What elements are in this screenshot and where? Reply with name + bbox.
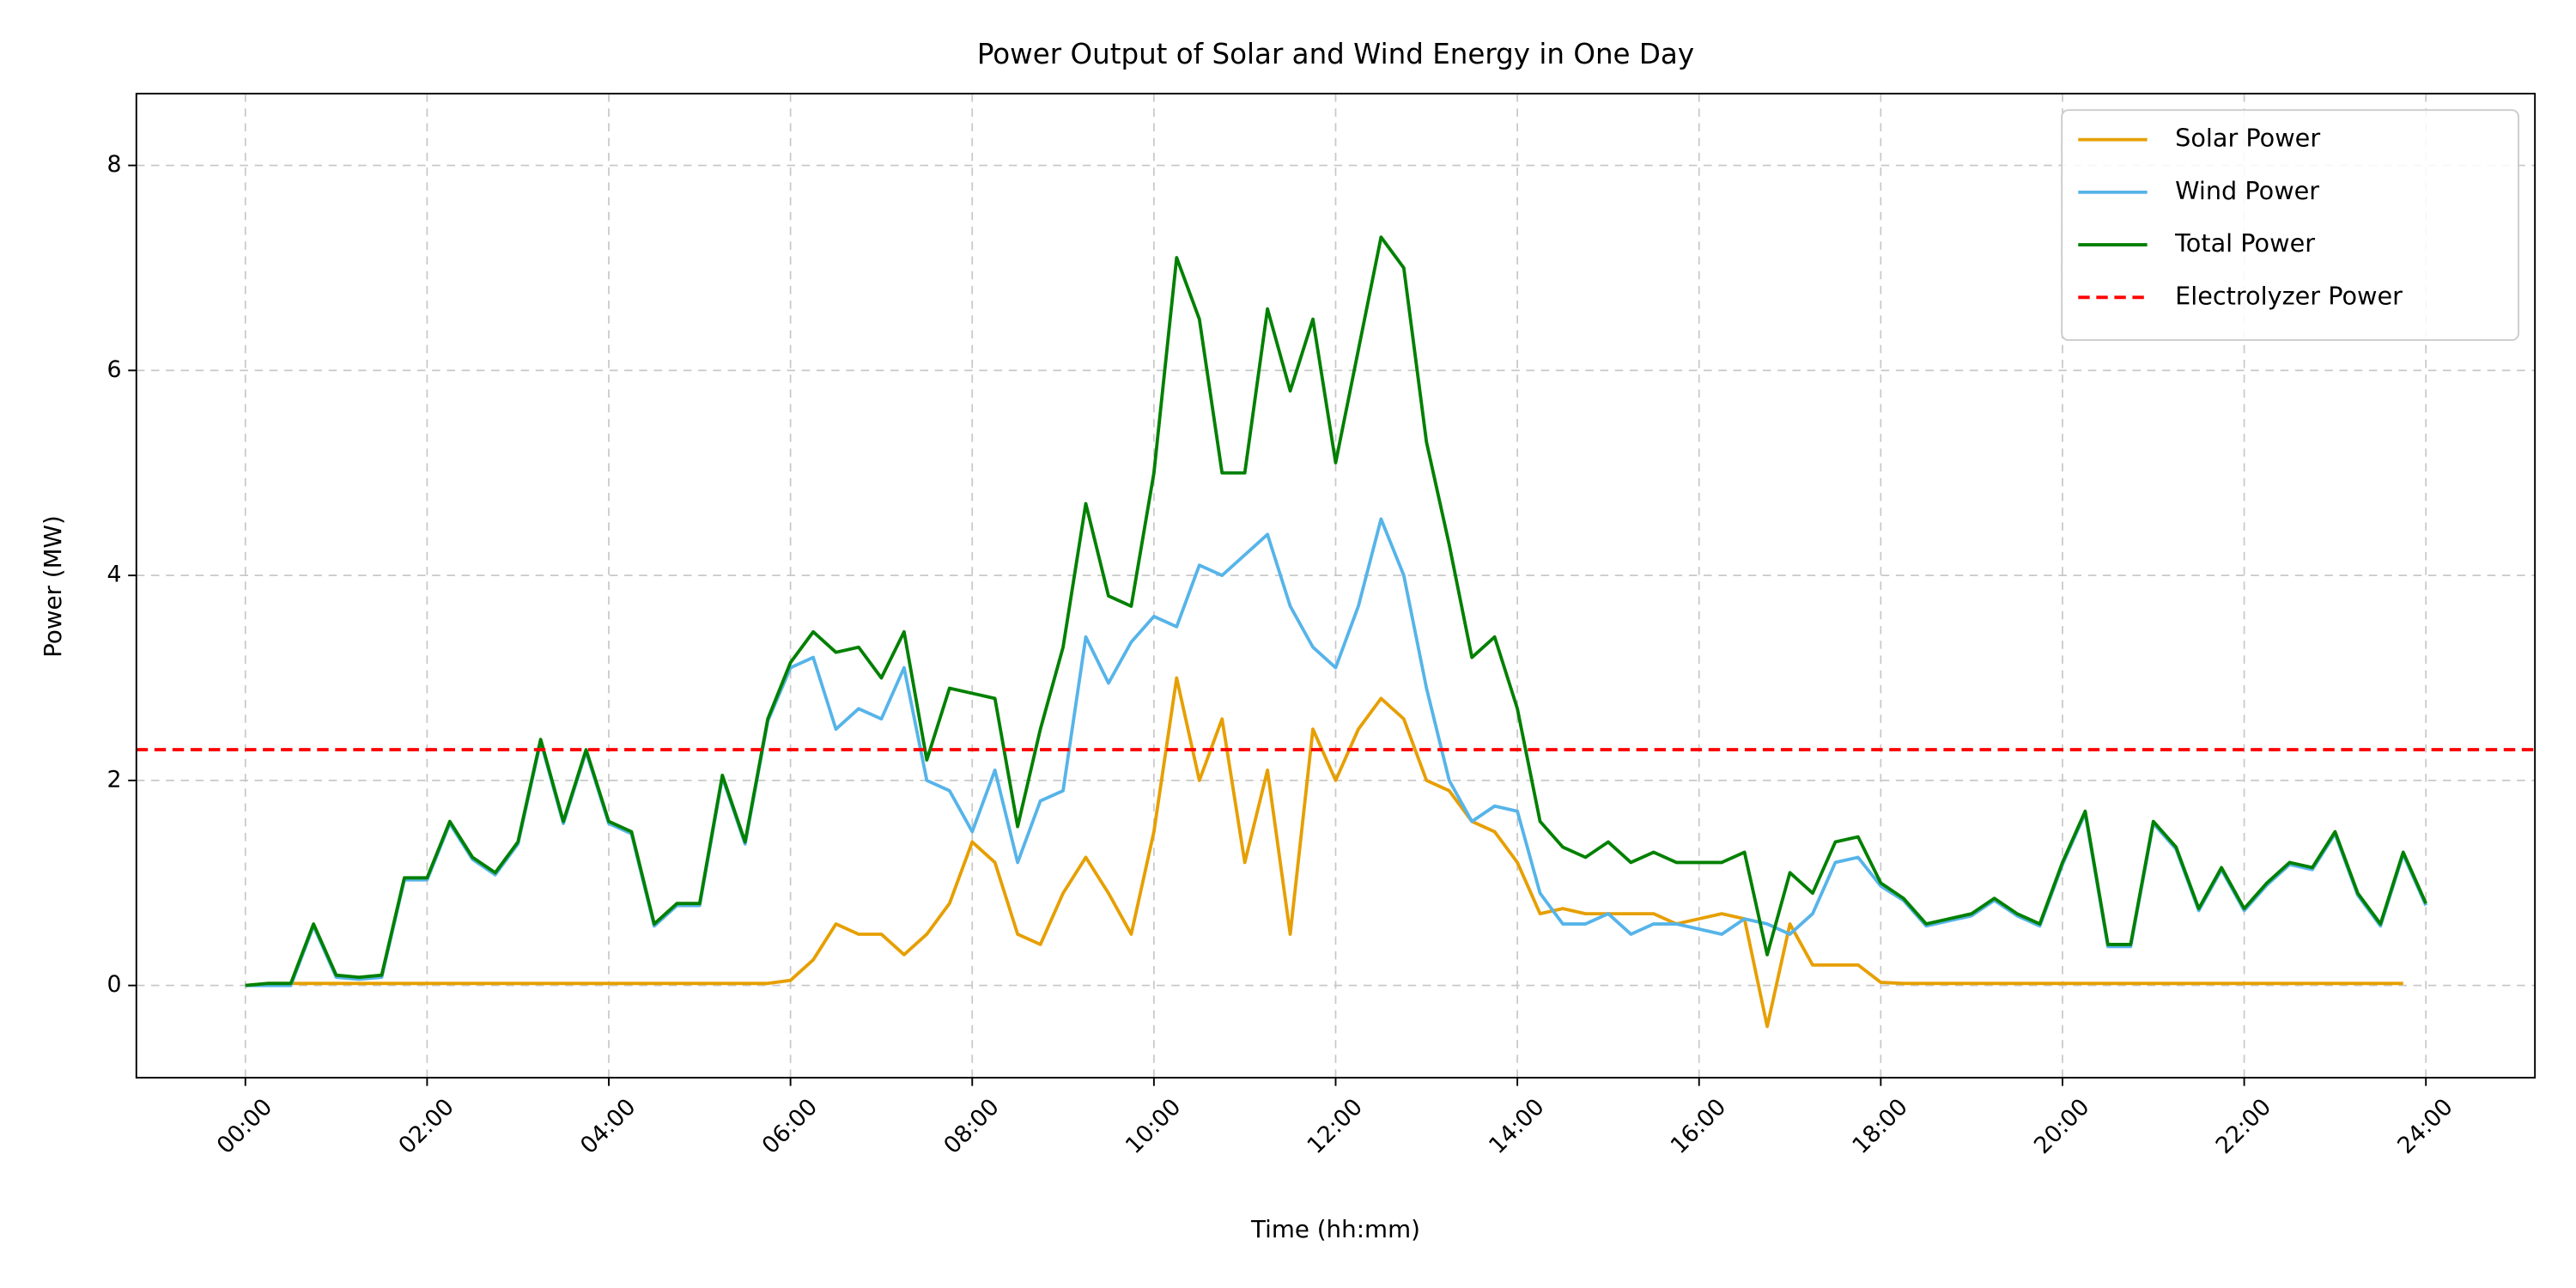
y-axis-label: Power (MW)	[39, 515, 67, 658]
legend-label: Electrolyzer Power	[2175, 281, 2403, 310]
series-line	[245, 235, 2427, 987]
y-tick-label: 0	[107, 971, 122, 998]
legend-label: Solar Power	[2175, 124, 2320, 153]
y-tick-label: 6	[107, 356, 122, 383]
y-tick-label: 8	[107, 151, 122, 178]
series-line	[245, 676, 2403, 1029]
plot-frame	[135, 93, 2537, 1079]
legend-label: Wind Power	[2175, 176, 2319, 205]
legend-box	[2061, 109, 2519, 342]
x-axis-label: Time (hh:mm)	[1250, 1215, 1420, 1243]
chart-title: Power Output of Solar and Wind Energy in…	[977, 38, 1694, 70]
y-tick-label: 2	[107, 766, 122, 793]
y-tick-label: 4	[107, 562, 122, 588]
legend-label: Total Power	[2174, 228, 2315, 258]
